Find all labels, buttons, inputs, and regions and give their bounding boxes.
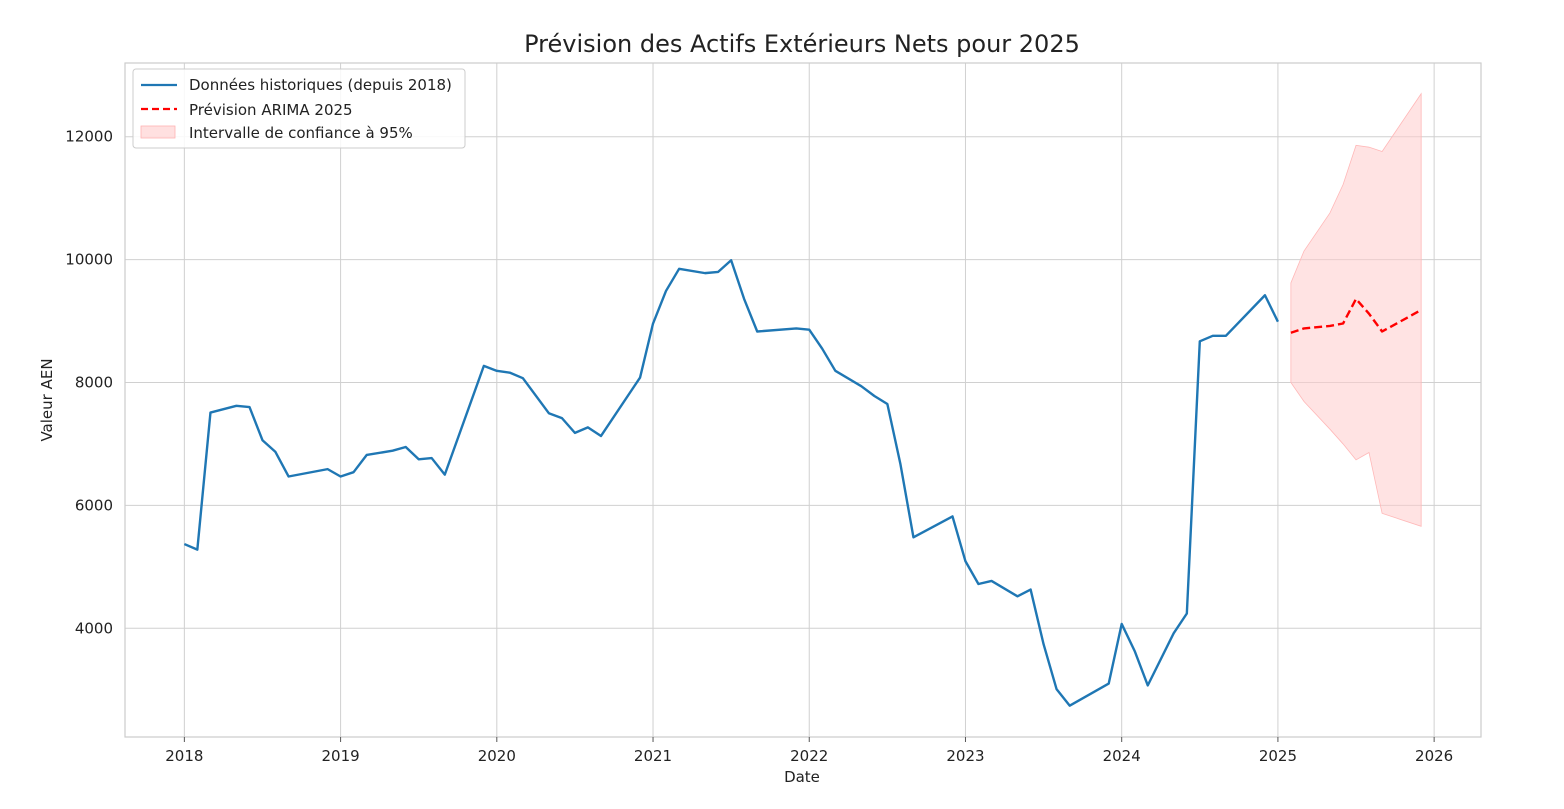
legend: Données historiques (depuis 2018) Prévis… <box>132 68 466 149</box>
y-tick-label: 4000 <box>75 619 113 637</box>
legend-label-forecast: Prévision ARIMA 2025 <box>189 101 353 119</box>
confidence-band-layer <box>1290 92 1422 527</box>
y-axis-label: Valeur AEN <box>38 358 56 441</box>
legend-label-ci: Intervalle de confiance à 95% <box>189 124 413 142</box>
x-tick-label: 2025 <box>1259 747 1297 765</box>
grid-lines <box>125 63 1481 737</box>
y-tick-label: 6000 <box>75 496 113 514</box>
x-axis-label: Date <box>784 768 820 786</box>
x-tick-label: 2021 <box>634 747 672 765</box>
plot-frame <box>124 62 1482 738</box>
series-layer <box>183 259 1422 707</box>
legend-label-historical: Données historiques (depuis 2018) <box>189 76 452 94</box>
x-tick-label: 2026 <box>1415 747 1453 765</box>
forecast-line <box>1290 297 1422 334</box>
x-tick-label: 2018 <box>165 747 203 765</box>
tick-labels: 2018 2019 2020 2021 2022 2023 2024 2025 2026 4000… <box>65 128 1453 765</box>
x-tick-label: 2022 <box>790 747 828 765</box>
legend-box <box>132 68 466 149</box>
legend-swatch-ci <box>140 125 176 139</box>
y-tick-label: 12000 <box>65 128 113 146</box>
confidence-band <box>1290 92 1422 527</box>
historical-line <box>183 259 1279 707</box>
y-tick-label: 10000 <box>65 251 113 269</box>
x-tick-label: 2020 <box>478 747 516 765</box>
x-tick-label: 2024 <box>1103 747 1141 765</box>
x-tick-label: 2023 <box>946 747 984 765</box>
y-tick-label: 8000 <box>75 373 113 391</box>
chart-title: Prévision des Actifs Extérieurs Nets pou… <box>524 30 1080 58</box>
x-tick-label: 2019 <box>321 747 359 765</box>
